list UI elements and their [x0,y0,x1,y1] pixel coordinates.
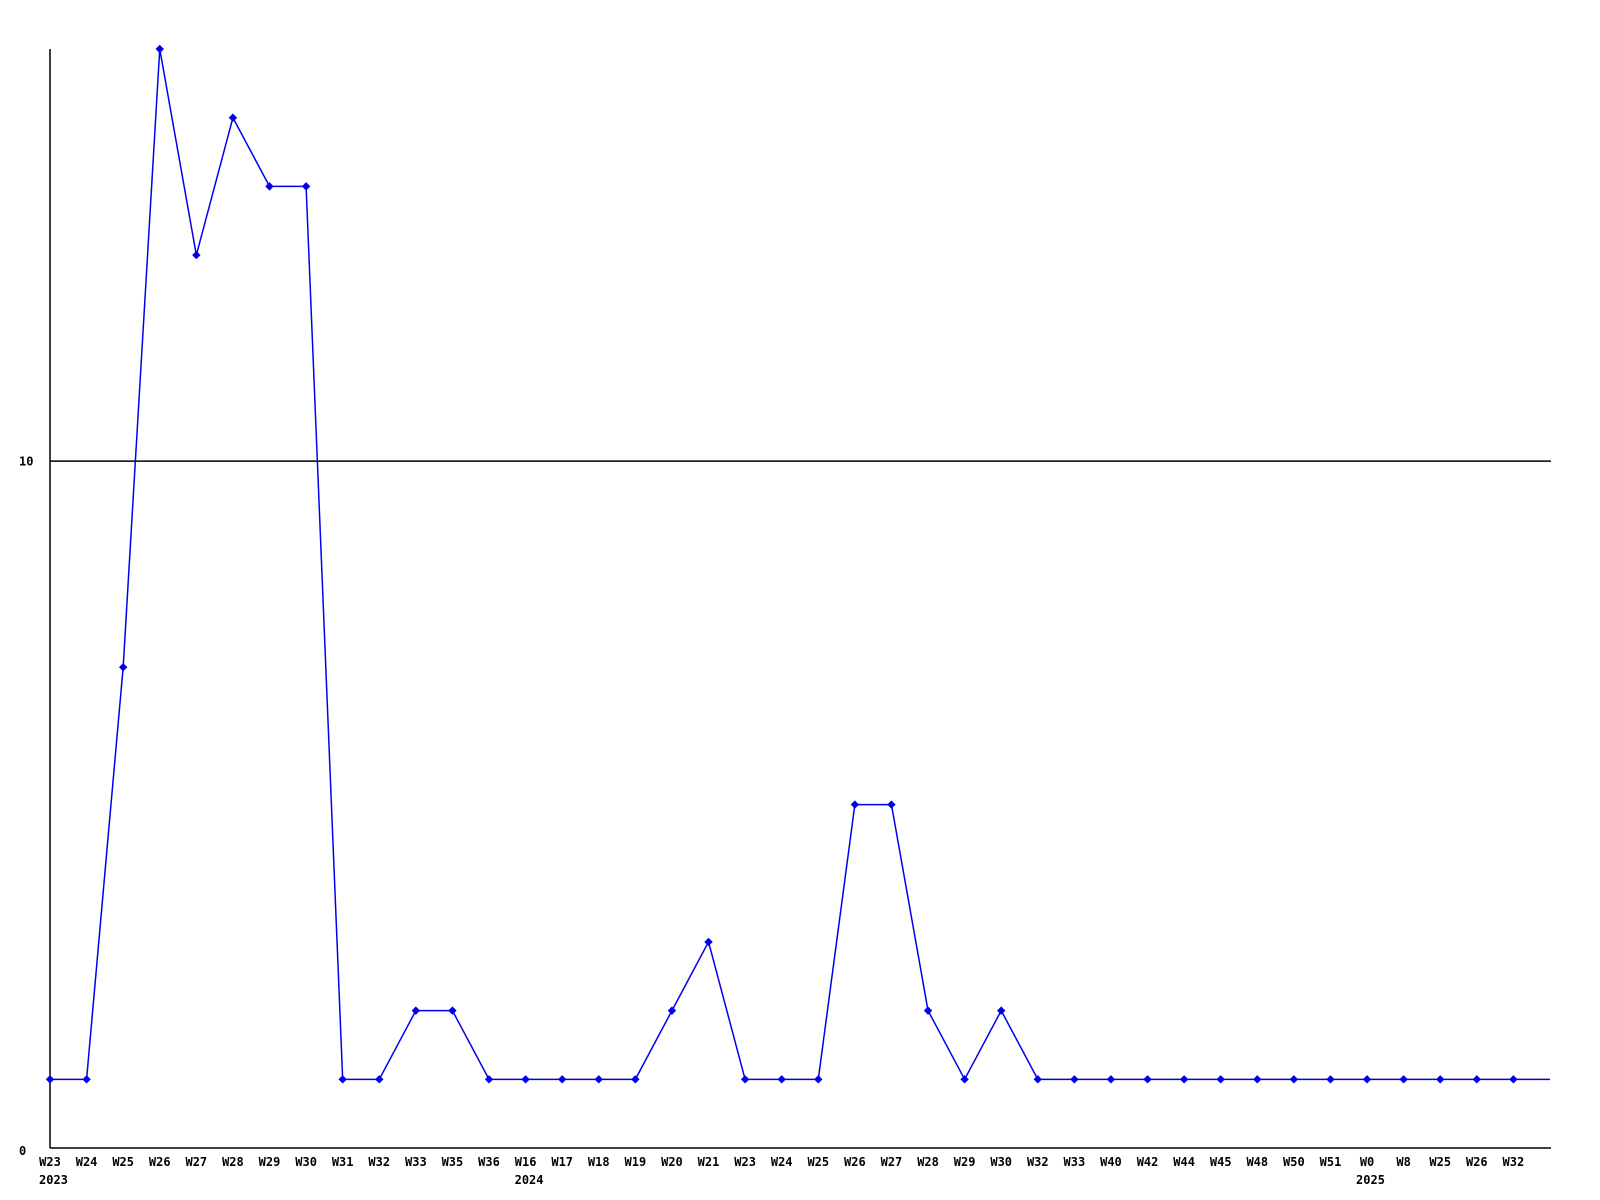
data-point-marker [1436,1075,1445,1084]
year-label: 2023 [39,1173,68,1187]
data-point-marker [1509,1075,1518,1084]
data-point-marker [1033,1075,1043,1084]
data-point-marker [814,1075,823,1084]
data-point-marker [1106,1075,1116,1084]
x-tick-label: W23 [734,1155,756,1169]
x-tick-label: W32 [1027,1155,1049,1169]
x-tick-label: W18 [588,1155,610,1169]
x-tick-label: W26 [844,1155,866,1169]
x-tick-label: W28 [222,1155,244,1169]
x-tick-label: W44 [1173,1155,1195,1169]
x-tick-label: W25 [807,1155,829,1169]
data-series-line [50,48,1550,1081]
x-tick-label: W21 [698,1155,720,1169]
x-tick-label: W32 [368,1155,390,1169]
data-point-marker [740,1075,750,1084]
data-point-marker [301,182,311,191]
data-point-marker [228,113,238,122]
x-tick-label: W48 [1246,1155,1268,1169]
x-tick-label: W30 [990,1155,1012,1169]
x-tick-label: W29 [954,1155,976,1169]
y-tick-label: 0 [19,1144,26,1158]
x-tick-label: W36 [478,1155,500,1169]
x-tick-label: W26 [1466,1155,1488,1169]
x-tick-label: W33 [405,1155,427,1169]
data-point-marker [997,1006,1006,1015]
year-label: 2024 [515,1173,544,1187]
data-point-marker [1253,1075,1262,1084]
data-point-marker [1362,1075,1372,1084]
data-point-marker [1143,1075,1152,1084]
data-point-marker [448,1006,457,1015]
x-tick-label: W24 [76,1155,98,1169]
y-tick-label: 10 [19,455,33,469]
x-tick-label: W20 [661,1155,683,1169]
x-tick-label: W42 [1137,1155,1159,1169]
x-tick-label: W45 [1210,1155,1232,1169]
data-point-marker [960,1075,969,1084]
data-point-marker [594,1075,603,1084]
data-point-marker [704,937,713,947]
x-tick-label: W50 [1283,1155,1305,1169]
data-point-marker [375,1075,384,1084]
x-tick-label: W27 [185,1155,207,1169]
data-point-marker [1179,1075,1189,1084]
x-tick-label: W35 [442,1155,464,1169]
data-point-marker [192,250,201,260]
data-point-marker [118,662,128,672]
data-point-marker [923,1006,933,1015]
x-tick-label: W23 [39,1155,61,1169]
x-tick-label: W0 [1360,1155,1374,1169]
x-tick-label: W8 [1396,1155,1410,1169]
data-point-marker [1289,1075,1299,1084]
x-tick-label: W30 [295,1155,317,1169]
x-tick-label: W32 [1503,1155,1525,1169]
data-point-marker [667,1006,677,1015]
x-tick-label: W16 [515,1155,537,1169]
data-point-marker [338,1075,347,1084]
x-tick-label: W31 [332,1155,354,1169]
x-tick-label: W24 [771,1155,793,1169]
x-tick-label: W33 [1064,1155,1086,1169]
data-point-marker [777,1075,786,1084]
data-point-marker [1472,1075,1482,1084]
x-tick-label: W29 [259,1155,281,1169]
x-tick-label: W28 [917,1155,939,1169]
data-point-marker [155,44,164,54]
data-point-marker [45,1075,55,1084]
data-point-marker [521,1075,530,1084]
data-point-marker [1399,1075,1408,1084]
data-point-marker [484,1075,494,1084]
x-tick-label: W26 [149,1155,171,1169]
data-point-marker [265,182,274,191]
data-point-marker [411,1006,421,1015]
x-tick-label: W40 [1100,1155,1122,1169]
x-tick-label: W25 [112,1155,134,1169]
data-point-marker [1216,1075,1225,1084]
data-point-marker [557,1075,567,1084]
x-tick-label: W27 [881,1155,903,1169]
x-tick-label: W19 [625,1155,647,1169]
data-point-marker [1326,1075,1335,1084]
data-point-marker [1070,1075,1079,1084]
year-label: 2025 [1356,1173,1385,1187]
data-point-marker [82,1075,91,1084]
data-point-marker [631,1075,640,1084]
data-point-marker [850,800,860,809]
data-point-marker [887,800,896,809]
x-tick-label: W25 [1429,1155,1451,1169]
x-tick-label: W51 [1320,1155,1342,1169]
x-tick-label: W17 [551,1155,573,1169]
